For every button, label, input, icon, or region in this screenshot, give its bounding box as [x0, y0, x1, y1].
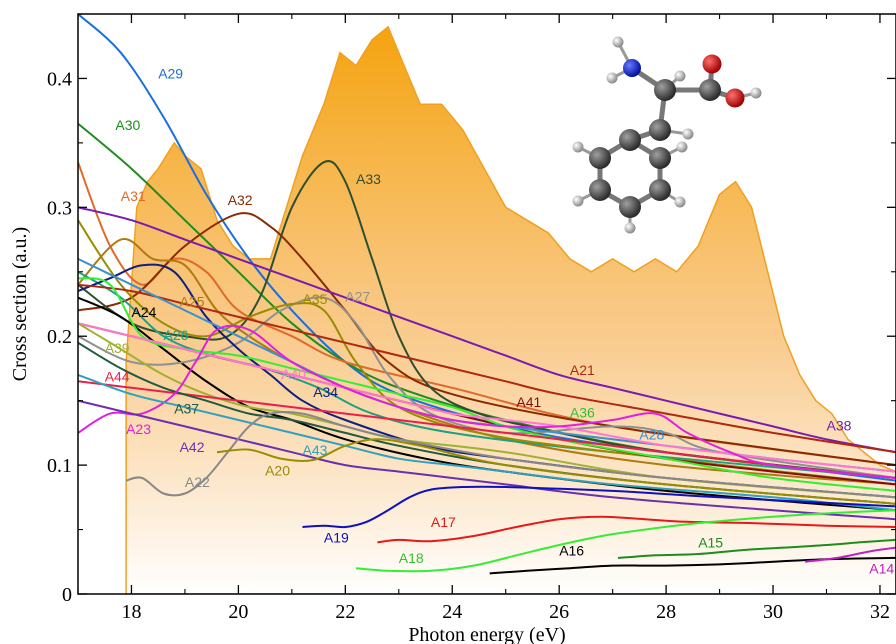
- series-line-a33: [78, 160, 896, 479]
- y-axis-label: Cross section (a.u.): [9, 227, 31, 381]
- series-label-a16: A16: [559, 542, 584, 558]
- x-tick-label: 32: [870, 601, 890, 623]
- series-label-a33: A33: [356, 171, 381, 187]
- series-label-a14: A14: [869, 560, 894, 576]
- series-label-a41: A41: [516, 394, 541, 410]
- series-label-a43: A43: [303, 442, 328, 458]
- series-label-a38: A38: [827, 417, 852, 433]
- series-label-a27: A27: [345, 288, 370, 304]
- series-labels: A29 A30 A31 A32 A33 A24 A25 A35 A27 A26 A39 A40 A21 A…: [105, 65, 895, 576]
- series-label-a22: A22: [185, 474, 210, 490]
- x-tick-label: 30: [763, 601, 783, 623]
- molecule-illustration: [572, 36, 762, 234]
- series-label-a35: A35: [303, 291, 328, 307]
- series-line-a24: [78, 296, 896, 512]
- series-line-a22: [125, 410, 896, 499]
- series-line-a19: [302, 485, 896, 529]
- y-tick-label: 0.2: [47, 326, 72, 348]
- series-line-a43: [78, 373, 896, 512]
- x-tick-label: 20: [228, 601, 248, 623]
- plot-frame: [77, 13, 896, 595]
- total-cross-section-area: [125, 25, 896, 594]
- series-label-a19: A19: [324, 529, 349, 545]
- x-tick-label: 26: [549, 601, 569, 623]
- series-label-a31: A31: [121, 188, 146, 204]
- series-line-a36: [78, 277, 896, 492]
- x-tick-label: 28: [656, 601, 676, 623]
- y-tick-label: 0: [62, 584, 72, 606]
- series-label-a29: A29: [158, 65, 183, 81]
- x-tick-label: 18: [121, 601, 141, 623]
- series-label-a25: A25: [180, 294, 205, 310]
- series-label-a24: A24: [132, 304, 157, 320]
- x-tick-label: 22: [335, 601, 355, 623]
- series-line-a23: [78, 324, 896, 479]
- series-label-a21: A21: [570, 362, 595, 378]
- y-tick-label: 0.4: [47, 68, 72, 90]
- y-tick-label: 0.1: [47, 455, 72, 477]
- series-label-a34: A34: [313, 384, 338, 400]
- series-layer: [78, 14, 896, 575]
- series-line-a20: [216, 438, 896, 505]
- series-line-a14: [804, 546, 896, 563]
- series-line-a15: [617, 538, 896, 559]
- x-axis-label: Photon energy (eV): [408, 624, 565, 644]
- series-label-a36: A36: [570, 404, 595, 420]
- series-label-a23: A23: [126, 421, 151, 437]
- series-label-a42: A42: [180, 439, 205, 455]
- series-line-a17: [377, 515, 896, 544]
- series-label-a18: A18: [399, 550, 424, 566]
- series-label-a32: A32: [228, 192, 253, 208]
- series-label-a37: A37: [174, 401, 199, 417]
- series-label-a17: A17: [431, 514, 456, 530]
- series-label-a15: A15: [698, 535, 723, 551]
- series-line-a40: [78, 322, 896, 473]
- axis-ticks: 18 20 22 24 26 28 30 32 0 0.1 0.2 0.3 0.4: [47, 13, 896, 623]
- series-label-a28: A28: [639, 426, 664, 442]
- series-line-a38: [78, 206, 896, 454]
- area-total: [125, 25, 896, 594]
- series-label-a40: A40: [281, 366, 306, 382]
- series-label-a26: A26: [164, 327, 189, 343]
- series-line-a27: [78, 296, 896, 479]
- series-label-a20: A20: [265, 462, 290, 478]
- series-label-a30: A30: [115, 117, 140, 133]
- series-line-a16: [489, 556, 896, 575]
- series-label-a39: A39: [105, 340, 130, 356]
- series-line-a18: [355, 509, 896, 573]
- series-line-a42: [78, 399, 896, 521]
- series-label-a44: A44: [105, 368, 130, 384]
- series-line-a35: [78, 219, 896, 486]
- series-line-a21: [78, 283, 896, 454]
- x-tick-label: 24: [442, 601, 462, 623]
- y-tick-label: 0.3: [47, 197, 72, 219]
